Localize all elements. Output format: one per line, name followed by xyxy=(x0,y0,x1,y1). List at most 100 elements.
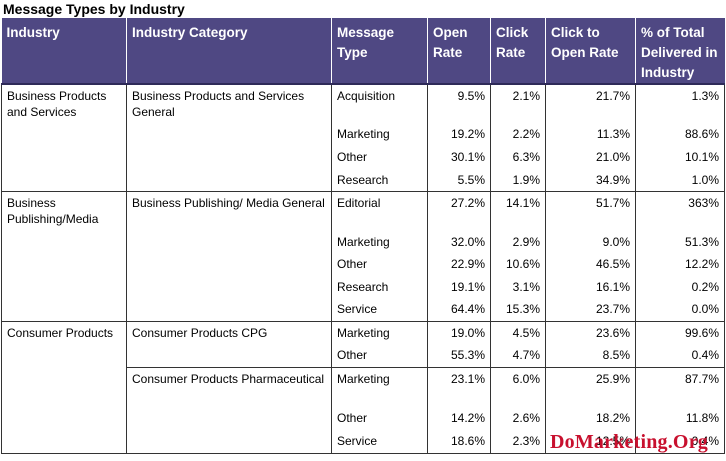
cell-open-rate: 30.1% xyxy=(427,146,491,169)
cell-click-rate: 6.0% xyxy=(490,366,546,407)
cell-click-rate: 2.6% xyxy=(490,407,546,430)
table-row: Consumer Products Consumer Products CPG … xyxy=(1,320,725,344)
cell-open-rate: 9.5% xyxy=(427,83,491,123)
cell-category: Consumer Products CPG xyxy=(126,320,332,344)
cell-message-type: Other xyxy=(331,146,428,169)
cell-click-rate: 3.1% xyxy=(490,276,546,298)
cell-click-rate: 2.2% xyxy=(490,123,546,146)
header-click-rate: Click Rate xyxy=(490,18,546,85)
cell-click-rate: 15.3% xyxy=(490,298,546,321)
cell-category xyxy=(126,169,332,191)
cell-click-rate: 2.1% xyxy=(490,83,546,123)
header-industry: Industry xyxy=(1,18,127,85)
cell-message-type: Research xyxy=(331,276,428,298)
table-title: Message Types by Industry xyxy=(3,1,185,17)
cell-click-rate: 1.9% xyxy=(490,169,546,191)
cell-industry xyxy=(1,146,127,169)
cell-click-to-open: 16.1% xyxy=(545,276,636,298)
cell-industry xyxy=(1,253,127,276)
cell-industry xyxy=(1,430,127,454)
cell-open-rate: 18.6% xyxy=(427,430,491,454)
header-pct-total-delivered: % of Total Delivered in Industry xyxy=(635,18,725,85)
cell-message-type: Marketing xyxy=(331,231,428,253)
table-row: Marketing 19.2% 2.2% 11.3% 88.6% xyxy=(1,123,725,146)
cell-industry xyxy=(1,169,127,191)
cell-open-rate: 55.3% xyxy=(427,344,491,367)
cell-category: Consumer Products Pharmaceutical xyxy=(126,366,332,407)
cell-pct-total: 0.2% xyxy=(635,276,725,298)
cell-pct-total: 1.3% xyxy=(635,83,725,123)
cell-open-rate: 19.0% xyxy=(427,320,491,344)
table-row: Other 30.1% 6.3% 21.0% 10.1% xyxy=(1,146,725,169)
cell-pct-total: 1.0% xyxy=(635,169,725,191)
cell-message-type: Other xyxy=(331,253,428,276)
watermark: DoMarketing.Org xyxy=(550,431,708,453)
cell-click-to-open: 21.7% xyxy=(545,83,636,123)
cell-open-rate: 22.9% xyxy=(427,253,491,276)
cell-click-to-open: 11.3% xyxy=(545,123,636,146)
cell-pct-total: 10.1% xyxy=(635,146,725,169)
table-row: Service 18.6% 2.3% 12.5% 0.4% xyxy=(1,430,725,454)
cell-category: Business Products and Services General xyxy=(126,83,332,123)
cell-industry xyxy=(1,231,127,253)
cell-pct-total: 0.4% xyxy=(635,430,725,454)
cell-open-rate: 32.0% xyxy=(427,231,491,253)
cell-message-type: Other xyxy=(331,407,428,430)
cell-message-type: Editorial xyxy=(331,190,428,231)
cell-industry xyxy=(1,367,127,407)
cell-open-rate: 27.2% xyxy=(427,190,491,231)
cell-click-rate: 2.9% xyxy=(490,231,546,253)
cell-industry: Business Products and Services xyxy=(1,83,127,123)
cell-click-rate: 2.3% xyxy=(490,430,546,454)
cell-category xyxy=(126,430,332,454)
cell-pct-total: 99.6% xyxy=(635,320,725,344)
table-row: Business Publishing/Media Business Publi… xyxy=(1,190,725,231)
cell-click-to-open: 46.5% xyxy=(545,253,636,276)
cell-click-rate: 10.6% xyxy=(490,253,546,276)
table-row: Service 64.4% 15.3% 23.7% 0.0% xyxy=(1,298,725,321)
cell-click-to-open: 12.5% xyxy=(545,430,636,454)
cell-pct-total: 363% xyxy=(635,190,725,231)
cell-open-rate: 19.2% xyxy=(427,123,491,146)
cell-pct-total: 11.8% xyxy=(635,407,725,430)
cell-click-to-open: 25.9% xyxy=(545,366,636,407)
cell-industry: Business Publishing/Media xyxy=(1,190,127,231)
cell-industry xyxy=(1,344,127,367)
cell-message-type: Other xyxy=(331,344,428,367)
message-types-table: Industry Industry Category Message Type … xyxy=(1,18,725,454)
cell-message-type: Research xyxy=(331,169,428,191)
cell-open-rate: 14.2% xyxy=(427,407,491,430)
table-row: Other 14.2% 2.6% 18.2% 11.8% xyxy=(1,407,725,430)
cell-category xyxy=(126,276,332,298)
cell-category xyxy=(126,344,332,367)
cell-message-type: Acquisition xyxy=(331,83,428,123)
cell-click-to-open: 8.5% xyxy=(545,344,636,367)
table-row: Research 5.5% 1.9% 34.9% 1.0% xyxy=(1,169,725,191)
cell-category xyxy=(126,407,332,430)
cell-category xyxy=(126,253,332,276)
table-row: Business Products and Services Business … xyxy=(1,83,725,123)
cell-pct-total: 12.2% xyxy=(635,253,725,276)
header-industry-category: Industry Category xyxy=(126,18,332,85)
header-open-rate: Open Rate xyxy=(427,18,491,85)
cell-pct-total: 0.4% xyxy=(635,344,725,367)
cell-click-to-open: 23.7% xyxy=(545,298,636,321)
cell-pct-total: 51.3% xyxy=(635,231,725,253)
cell-industry: Consumer Products xyxy=(1,320,127,344)
table-row: Research 19.1% 3.1% 16.1% 0.2% xyxy=(1,276,725,298)
cell-pct-total: 87.7% xyxy=(635,366,725,407)
cell-message-type: Service xyxy=(331,430,428,454)
cell-click-rate: 4.7% xyxy=(490,344,546,367)
cell-category xyxy=(126,298,332,321)
cell-message-type: Marketing xyxy=(331,366,428,407)
cell-industry xyxy=(1,407,127,430)
cell-click-rate: 14.1% xyxy=(490,190,546,231)
cell-message-type: Marketing xyxy=(331,320,428,344)
cell-click-rate: 6.3% xyxy=(490,146,546,169)
cell-category: Business Publishing/ Media General xyxy=(126,190,332,231)
cell-industry xyxy=(1,276,127,298)
cell-category xyxy=(126,123,332,146)
cell-click-to-open: 21.0% xyxy=(545,146,636,169)
cell-click-rate: 4.5% xyxy=(490,320,546,344)
table-row: Other 55.3% 4.7% 8.5% 0.4% xyxy=(1,344,725,367)
